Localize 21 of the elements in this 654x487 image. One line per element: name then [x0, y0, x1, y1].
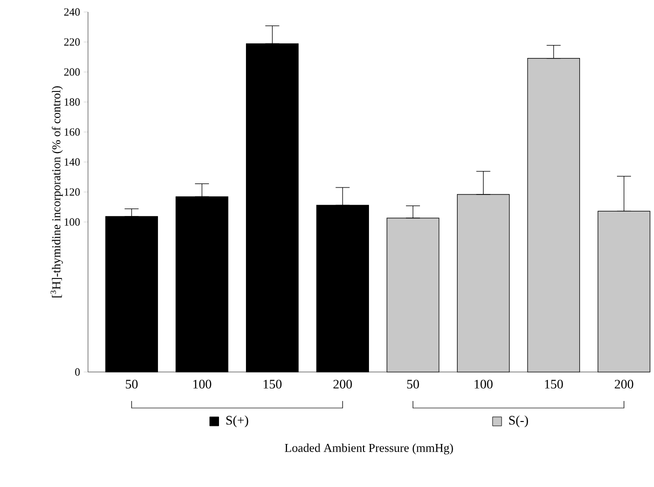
y-tick-label: 100 [64, 218, 80, 226]
x-tick-label: 150 [545, 380, 563, 389]
y-tick-label: 160 [64, 128, 80, 136]
y-tick-label: 180 [64, 98, 80, 106]
y-axis-title: [$^{3}$H]-thymidine incorporation (% of control) [50, 86, 63, 298]
legend-label: S(+) [226, 416, 248, 428]
x-tick-label: 100 [193, 380, 212, 389]
y-tick-label: 140 [64, 158, 80, 166]
y-tick-label: 0 [75, 368, 80, 376]
x-tick-label: 150 [264, 380, 282, 389]
x-tick-label: 50 [126, 380, 138, 389]
x-axis-title: Loaded Ambient Pressure (mmHg) [284, 444, 453, 454]
y-tick-label: 240 [64, 8, 80, 16]
x-tick-label: 50 [407, 380, 419, 389]
y-tick-label: 200 [64, 68, 80, 76]
x-tick-label: 100 [474, 380, 493, 389]
x-tick-label: 200 [333, 380, 352, 389]
x-tick-label: 200 [614, 380, 634, 389]
legend-label: S(-) [509, 416, 528, 428]
y-tick-label: 120 [64, 188, 80, 196]
y-tick-label: 220 [64, 38, 80, 46]
